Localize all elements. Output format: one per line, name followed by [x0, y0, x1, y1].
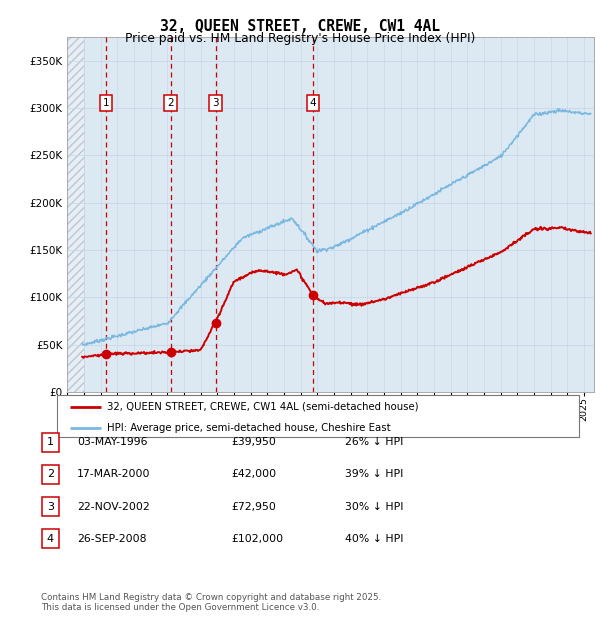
FancyBboxPatch shape: [42, 465, 59, 484]
Text: 2: 2: [47, 469, 54, 479]
Text: 2: 2: [167, 99, 174, 108]
Text: 32, QUEEN STREET, CREWE, CW1 4AL (semi-detached house): 32, QUEEN STREET, CREWE, CW1 4AL (semi-d…: [107, 402, 418, 412]
Text: 40% ↓ HPI: 40% ↓ HPI: [345, 534, 404, 544]
Text: £72,950: £72,950: [231, 502, 276, 512]
Text: 4: 4: [310, 99, 316, 108]
Text: 17-MAR-2000: 17-MAR-2000: [77, 469, 151, 479]
Text: £39,950: £39,950: [231, 437, 276, 447]
Text: 3: 3: [47, 502, 54, 512]
Text: Contains HM Land Registry data © Crown copyright and database right 2025.
This d: Contains HM Land Registry data © Crown c…: [41, 593, 381, 612]
Text: 30% ↓ HPI: 30% ↓ HPI: [345, 502, 404, 512]
FancyBboxPatch shape: [57, 395, 579, 437]
FancyBboxPatch shape: [42, 433, 59, 451]
Text: 4: 4: [47, 534, 54, 544]
Text: 26-SEP-2008: 26-SEP-2008: [77, 534, 146, 544]
Text: 03-MAY-1996: 03-MAY-1996: [77, 437, 148, 447]
Text: Price paid vs. HM Land Registry's House Price Index (HPI): Price paid vs. HM Land Registry's House …: [125, 32, 475, 45]
Text: £42,000: £42,000: [231, 469, 276, 479]
Text: 32, QUEEN STREET, CREWE, CW1 4AL: 32, QUEEN STREET, CREWE, CW1 4AL: [160, 19, 440, 33]
Text: HPI: Average price, semi-detached house, Cheshire East: HPI: Average price, semi-detached house,…: [107, 423, 391, 433]
Text: 22-NOV-2002: 22-NOV-2002: [77, 502, 149, 512]
Text: 39% ↓ HPI: 39% ↓ HPI: [345, 469, 403, 479]
Text: £102,000: £102,000: [231, 534, 283, 544]
Text: 1: 1: [103, 99, 110, 108]
FancyBboxPatch shape: [42, 497, 59, 516]
Text: 1: 1: [47, 437, 54, 447]
Text: 26% ↓ HPI: 26% ↓ HPI: [345, 437, 403, 447]
Text: 3: 3: [212, 99, 219, 108]
FancyBboxPatch shape: [42, 529, 59, 548]
